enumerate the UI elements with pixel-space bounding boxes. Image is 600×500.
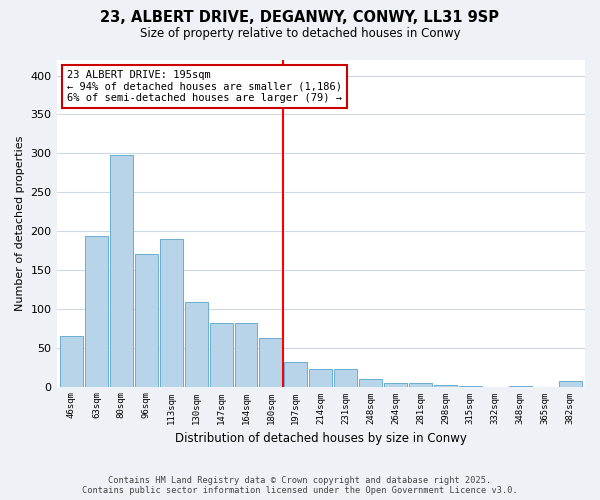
Text: 23 ALBERT DRIVE: 195sqm
← 94% of detached houses are smaller (1,186)
6% of semi-: 23 ALBERT DRIVE: 195sqm ← 94% of detache… <box>67 70 342 103</box>
Bar <box>85 236 108 386</box>
Bar <box>559 381 581 386</box>
Bar <box>235 323 257 386</box>
Text: Size of property relative to detached houses in Conwy: Size of property relative to detached ho… <box>140 28 460 40</box>
Bar <box>384 382 407 386</box>
Bar <box>209 323 233 386</box>
Bar <box>434 385 457 386</box>
Bar <box>160 239 182 386</box>
Bar <box>310 368 332 386</box>
Y-axis label: Number of detached properties: Number of detached properties <box>15 136 25 311</box>
Bar <box>135 254 158 386</box>
Bar <box>60 336 83 386</box>
Text: 23, ALBERT DRIVE, DEGANWY, CONWY, LL31 9SP: 23, ALBERT DRIVE, DEGANWY, CONWY, LL31 9… <box>101 10 499 25</box>
Bar <box>259 338 283 386</box>
Bar <box>284 362 307 386</box>
Bar <box>185 302 208 386</box>
Text: Contains HM Land Registry data © Crown copyright and database right 2025.
Contai: Contains HM Land Registry data © Crown c… <box>82 476 518 495</box>
Bar <box>110 155 133 386</box>
Bar <box>359 379 382 386</box>
X-axis label: Distribution of detached houses by size in Conwy: Distribution of detached houses by size … <box>175 432 467 445</box>
Bar <box>334 370 357 386</box>
Bar <box>409 384 432 386</box>
